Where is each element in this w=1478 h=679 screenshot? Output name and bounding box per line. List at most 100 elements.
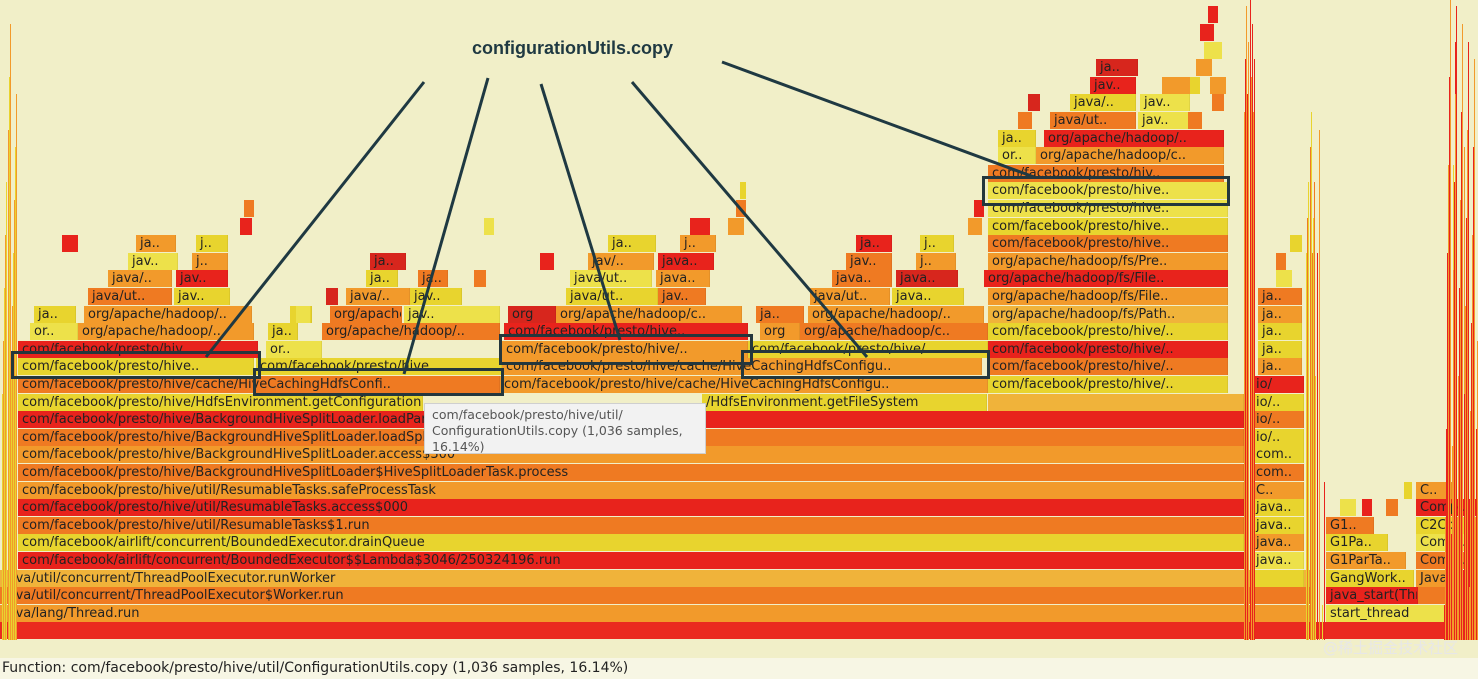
flame-sliver-6[interactable] [484,217,494,235]
frame-d18-i[interactable]: org/apache/hadoop/.. [808,305,984,323]
frame-d18-f[interactable]: org [508,305,556,323]
flame-sliver-15[interactable] [1028,94,1040,112]
frame-d19-g[interactable]: java/ut.. [810,288,890,305]
frame-d19-e[interactable]: java/ut.. [566,288,658,305]
frame-d15-a[interactable]: com/facebook/presto/hive.. [18,358,254,376]
frame-d29-a[interactable]: java/ut.. [1050,112,1136,129]
frame-c[interactable]: C.. [1416,481,1452,499]
frame-d25-right[interactable]: com/facebook/presto/hive.. [988,182,1228,200]
frame-d21-f[interactable]: jav.. [846,252,892,270]
frame-d19-a[interactable]: java/ut.. [88,288,172,305]
frame-rs-6[interactable]: java.. [1252,516,1304,534]
frame-rs-7[interactable]: java.. [1252,499,1304,517]
frame-d28-b[interactable]: org/apache/hadoop/.. [1044,129,1224,147]
frame-d19-f[interactable]: jav.. [658,288,706,305]
flame-sliver-16[interactable] [1162,76,1192,94]
frame-d20-h[interactable]: java.. [896,270,958,288]
frame-d17-e[interactable]: org [760,323,800,341]
stack-frame-7[interactable]: com/facebook/presto/hive/util/ResumableT… [18,499,1244,517]
frame-d20-e[interactable]: java/ut.. [570,270,652,288]
flame-sliver-2[interactable] [244,200,254,217]
flame-sliver-22[interactable] [1212,94,1224,112]
frame-rs-15[interactable]: ja.. [1258,358,1302,376]
stack-frame-8[interactable]: com/facebook/presto/hive/util/ResumableT… [18,481,1244,499]
flame-sliver-4[interactable] [326,288,338,305]
frame-d19-c[interactable]: java/.. [346,288,410,305]
frame-d22-f[interactable]: j.. [920,235,954,253]
frame-d30-b[interactable]: jav.. [1140,94,1190,112]
frame-d18-g[interactable]: org/apache/hadoop/c.. [556,305,742,323]
frame-rs-16[interactable]: ja.. [1258,340,1302,358]
frame-d20-d[interactable]: ja.. [418,270,448,288]
frame-d21-a[interactable]: jav.. [128,252,178,270]
flame-sliver-9[interactable] [728,217,744,235]
frame-d17-b[interactable]: org/apache/hadoop/.. [78,323,254,341]
frame-rs-10[interactable]: com.. [1252,446,1304,464]
frame-rs-11[interactable]: io/.. [1252,428,1304,446]
frame-d22-right[interactable]: com/facebook/presto/hive.. [988,235,1228,253]
frame-d21-b[interactable]: j.. [192,252,228,270]
frame-d27-b[interactable]: org/apache/hadoop/c.. [1036,147,1224,165]
frame-d21-right[interactable]: org/apache/hadoop/fs/Pre.. [988,252,1228,270]
stack-frame-6[interactable]: com/facebook/presto/hive/util/ResumableT… [18,516,1244,534]
flame-sliver-29[interactable] [1362,499,1372,517]
frame-getfilesystem[interactable]: /HdfsEnvironment.getFileSystem [702,393,987,411]
frame-d21-d[interactable]: jav/.. [588,252,654,270]
frame-d18-h[interactable]: ja.. [756,305,804,323]
flame-sliver-14[interactable] [1018,112,1032,129]
frame-caching-1[interactable]: com/facebook/presto/hive/cache/HiveCachi… [18,376,500,393]
root-frame[interactable] [0,622,1478,640]
flame-sliver-25[interactable] [1276,270,1292,288]
frame-d32-a[interactable]: ja.. [1096,59,1138,77]
flame-sliver-18[interactable] [1200,24,1214,41]
frame-d19-h[interactable]: java.. [892,288,964,305]
flame-sliver-10[interactable] [736,200,746,217]
frame-d18-e[interactable]: jav.. [404,305,500,323]
flame-sliver-30[interactable] [1386,499,1398,517]
frame-d16-right[interactable]: com/facebook/presto/hive/.. [988,340,1228,358]
flame-sliver-13[interactable] [974,200,984,217]
stack-frame-2[interactable]: java/util/concurrent/ThreadPoolExecutor$… [0,587,1310,605]
frame-rs-18[interactable]: ja.. [1258,305,1302,323]
flame-sliver-27[interactable] [1290,235,1302,253]
flame-sliver-11[interactable] [740,182,746,200]
frame-d15-right[interactable]: com/facebook/presto/hive/.. [988,358,1228,376]
flame-sliver-0[interactable] [62,235,78,253]
frame-d31-a[interactable]: jav.. [1090,76,1136,94]
frame-d22-b[interactable]: j.. [196,235,228,253]
frame-d17-right[interactable]: com/facebook/presto/hive/.. [988,323,1228,341]
flame-sliver-23[interactable] [1188,112,1202,129]
frame-d18-b[interactable]: org/apache/hadoop/.. [84,305,252,323]
flame-sliver-26[interactable] [1276,252,1286,270]
stack-frame-10[interactable]: com/facebook/presto/hive/BackgroundHiveS… [18,446,1244,464]
frame-d16-or[interactable]: or.. [266,340,322,358]
frame-d30-a[interactable]: java/.. [1070,94,1136,112]
frame-d22-c[interactable]: ja.. [608,235,656,253]
frame-d23-right[interactable]: com/facebook/presto/hive.. [988,217,1228,235]
frame-rs-3[interactable] [1252,569,1304,587]
frame-d18-a[interactable]: ja.. [34,305,76,323]
flame-sliver-24[interactable] [1210,76,1226,94]
frame-java-start[interactable]: java_start(Thre.. [1326,587,1418,605]
frame-d20-f[interactable]: java.. [656,270,710,288]
frame-gangworker[interactable]: GangWork.. [1326,569,1414,587]
frame-rs-8[interactable]: C.. [1252,481,1304,499]
frame-d22-e[interactable]: ja.. [856,235,892,253]
frame-rs-14[interactable]: io/ [1252,376,1304,393]
flame-sliver-19[interactable] [1208,6,1218,24]
frame-d17-d[interactable]: org/apache/hadoop/.. [322,323,500,341]
frame-d17-c[interactable]: ja.. [268,323,298,341]
frame-rs-13[interactable]: io/.. [1252,393,1304,411]
frame-d29-b[interactable]: jav.. [1138,112,1190,129]
frame-d18-right[interactable]: org/apache/hadoop/fs/Path.. [988,305,1228,323]
frame-d13-right[interactable] [988,393,1244,411]
flame-sliver-21[interactable] [1190,76,1200,94]
stack-frame-1[interactable]: java/lang/Thread.run [0,604,1310,622]
flame-sliver-31[interactable] [1404,481,1412,499]
stack-frame-4[interactable]: com/facebook/airlift/concurrent/BoundedE… [18,552,1244,569]
frame-d20-c[interactable]: ja.. [366,270,398,288]
flame-sliver-3[interactable] [296,305,310,323]
frame-d22-a[interactable]: ja.. [136,235,176,253]
frame-d21-e[interactable]: java.. [658,252,714,270]
frame-d17-f[interactable]: org/apache/hadoop/c.. [800,323,988,341]
